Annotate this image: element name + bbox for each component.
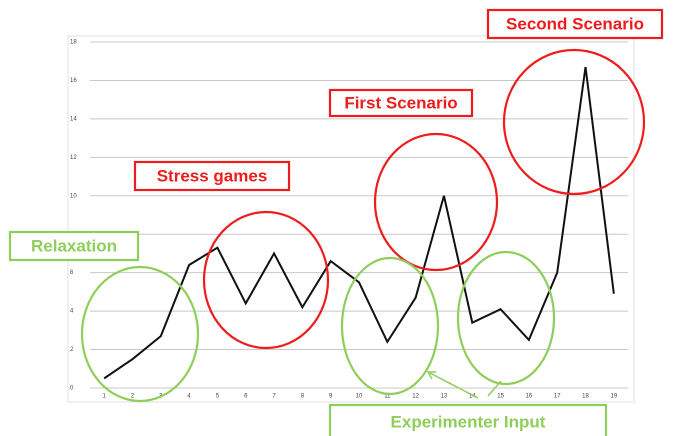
- x-tick-label: 6: [244, 394, 248, 400]
- y-tick-label: 2: [70, 347, 74, 353]
- arrow: [429, 372, 479, 399]
- y-tick-label: 16: [70, 78, 77, 84]
- label-box: [328, 88, 474, 118]
- x-tick-label: 12: [412, 394, 419, 400]
- x-tick-label: 19: [610, 394, 617, 400]
- y-tick-label: 14: [70, 116, 77, 122]
- circle: [340, 256, 440, 396]
- x-tick-label: 16: [526, 394, 533, 400]
- plot-frame: [67, 35, 635, 403]
- annotation-shapes: [8, 8, 664, 436]
- y-tick-label: 12: [70, 155, 77, 161]
- y-tick-label: 18: [70, 40, 77, 46]
- x-tick-label: 5: [216, 394, 220, 400]
- label-box: [133, 160, 291, 192]
- annotations: Second Scenario First Scenario Stress game…: [31, 14, 644, 431]
- x-tick-label: 18: [582, 394, 589, 400]
- annotation: Relaxation: [31, 236, 117, 255]
- x-tick-label: 7: [272, 394, 276, 400]
- y-tick-label: 6: [70, 270, 74, 276]
- x-tick-label: 2: [131, 394, 135, 400]
- annotation: Second Scenario: [506, 14, 644, 33]
- x-tick-label: 8: [301, 394, 305, 400]
- y-tick-label: 4: [70, 309, 74, 315]
- x-tick-label: 14: [469, 394, 476, 400]
- annotation: Experimenter Input: [391, 412, 546, 431]
- circle: [373, 132, 499, 272]
- y-tick-label: 0: [70, 386, 74, 392]
- marks: [103, 66, 615, 380]
- x-tick-label: 15: [497, 394, 504, 400]
- circle: [502, 48, 646, 196]
- circle: [456, 250, 556, 386]
- label-box: [486, 8, 664, 40]
- x-tick-label: 11: [384, 394, 391, 400]
- line: [103, 66, 615, 380]
- arrow: [487, 380, 502, 397]
- y-tick-label: 10: [70, 193, 77, 199]
- circle: [202, 210, 330, 350]
- grid: 0246810121416181234567891011121314151617…: [70, 40, 628, 400]
- x-tick-label: 4: [187, 394, 191, 400]
- x-tick-label: 1: [102, 394, 106, 400]
- x-tick-label: 13: [441, 394, 448, 400]
- label-box: [328, 403, 608, 436]
- annotation: First Scenario: [344, 93, 457, 112]
- annotation: Stress games: [157, 166, 268, 185]
- circle: [80, 265, 200, 403]
- x-tick-label: 10: [356, 394, 363, 400]
- x-tick-label: 17: [554, 394, 561, 400]
- x-tick-label: 9: [329, 394, 333, 400]
- label-box: [8, 230, 140, 262]
- arrow-head: [426, 371, 436, 380]
